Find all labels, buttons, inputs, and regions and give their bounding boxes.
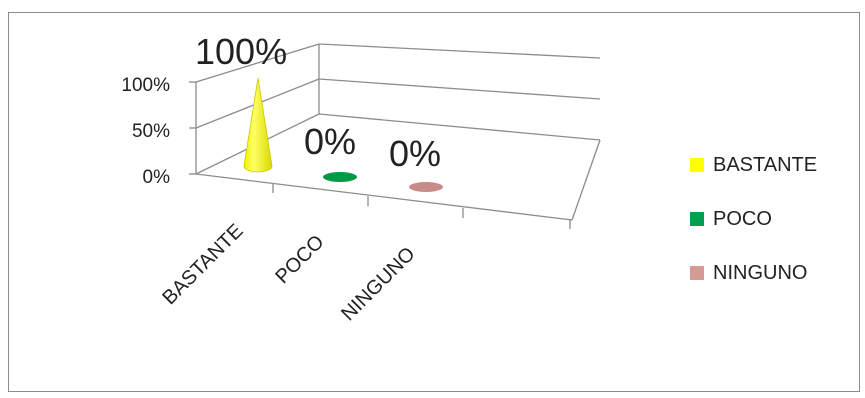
back-floor-line (318, 113, 601, 141)
chart-marks (243, 77, 443, 192)
category-label-poco: POCO (271, 231, 328, 288)
side-wall-top (195, 43, 320, 83)
y-tick-label-100: 100% (121, 75, 170, 96)
y-tick-label-0: 0% (143, 167, 171, 188)
legend-label-poco: POCO (713, 207, 772, 230)
y-tick-label-50: 50% (132, 121, 170, 142)
gridline-100 (318, 43, 601, 59)
legend-swatch-ninguno (690, 266, 704, 280)
chart-frame (8, 12, 860, 392)
legend-item-bastante: BASTANTE (690, 138, 860, 192)
floor-front-edge (195, 173, 573, 221)
data-label-bastante: 100% (195, 31, 287, 72)
category-label-bastante: BASTANTE (158, 220, 247, 309)
legend-swatch-bastante (690, 158, 704, 172)
cone-poco (323, 172, 357, 182)
legend-item-poco: POCO (690, 192, 860, 246)
cone-ninguno (409, 182, 443, 192)
category-label-ninguno: NINGUNO (337, 243, 419, 325)
legend-swatch-poco (690, 212, 704, 226)
legend: BASTANTE POCO NINGUNO (690, 138, 860, 300)
floor-right-edge (571, 139, 601, 221)
legend-label-bastante: BASTANTE (713, 153, 818, 176)
legend-item-ninguno: NINGUNO (690, 246, 860, 300)
category-labels: BASTANTE POCO NINGUNO (158, 220, 419, 325)
data-label-poco: 0% (304, 121, 356, 162)
data-label-ninguno: 0% (389, 133, 441, 174)
data-labels: 100% 0% 0% (195, 31, 441, 174)
cone-bastante (243, 77, 273, 173)
legend-label-ninguno: NINGUNO (713, 261, 808, 284)
gridline-50 (318, 78, 601, 100)
gridlines (318, 43, 601, 100)
y-tick-labels: 0% 50% 100% (121, 75, 170, 188)
